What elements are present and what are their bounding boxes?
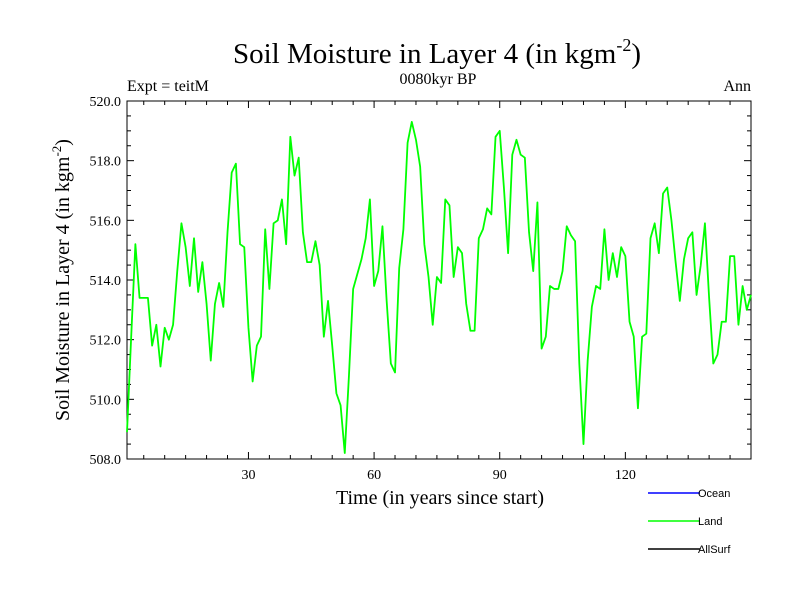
subtitle-left: Expt = teitM — [127, 78, 209, 95]
y-tick-label: 518.0 — [90, 155, 122, 170]
chart-title-close: ) — [631, 38, 641, 70]
y-tick-label: 520.0 — [90, 95, 122, 110]
x-axis-label: Time (in years since start) — [336, 487, 544, 509]
x-tick-label: 120 — [615, 468, 636, 483]
y-axis-label-close: ) — [52, 139, 74, 146]
y-axis-label-sup: -2 — [49, 146, 64, 157]
y-tick-label: 516.0 — [90, 214, 122, 229]
x-tick-label: 90 — [493, 468, 507, 483]
series-line-land — [126, 120, 752, 454]
y-axis-label-main: Soil Moisture in Layer 4 (in kgm — [52, 156, 74, 421]
y-axis-ticks: 508.0 510.0 512.0 514.0 516.0 518.0 520.0 — [90, 95, 751, 468]
y-axis-label: Soil Moisture in Layer 4 (in kgm-2) — [49, 139, 74, 421]
legend-label-allsurf: AllSurf — [698, 544, 731, 556]
subtitle-center: 0080kyr BP — [400, 71, 477, 88]
chart-title: Soil Moisture in Layer 4 (in kgm-2) — [233, 35, 641, 70]
y-tick-label: 508.0 — [90, 453, 122, 468]
x-axis-ticks: 30 60 90 120 — [143, 101, 752, 483]
subtitle-right: Ann — [723, 78, 751, 95]
y-tick-label: 512.0 — [90, 334, 122, 349]
legend: Ocean Land AllSurf — [648, 488, 731, 556]
legend-label-ocean: Ocean — [698, 488, 730, 500]
chart-title-main: Soil Moisture in Layer 4 (in kgm — [233, 38, 617, 70]
x-tick-label: 60 — [367, 468, 381, 483]
legend-label-land: Land — [698, 516, 722, 528]
chart-title-sup: -2 — [616, 35, 631, 55]
y-tick-label: 514.0 — [90, 274, 122, 289]
y-tick-label: 510.0 — [90, 393, 122, 408]
x-tick-label: 30 — [241, 468, 255, 483]
